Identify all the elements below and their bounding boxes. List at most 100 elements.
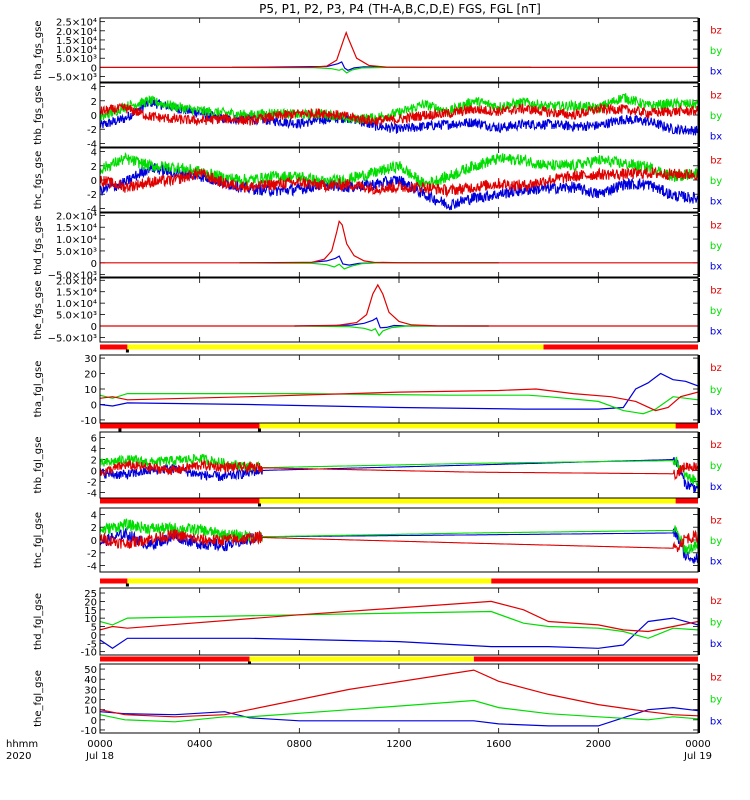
mode-bar-marker (257, 428, 261, 432)
ytick-label: 2.0×10⁴ (56, 27, 97, 38)
legend-bx: bx (710, 261, 722, 272)
series-by-tha_fgl_gse (100, 393, 698, 415)
legend-by: by (710, 241, 722, 252)
series-bx-thd_fgl_gse (100, 617, 698, 650)
ytick-label: −5.0×10³ (48, 73, 97, 84)
right-edge-strip (698, 355, 700, 423)
ytick-label: 0 (91, 631, 97, 642)
xtick-label: 1200 (386, 739, 411, 750)
ytick-label: -2 (87, 549, 97, 560)
ytick-label: 2.0×10⁴ (56, 276, 97, 287)
series-by-the_fgs_gse (294, 325, 489, 337)
xtick-label: 0000 (685, 739, 710, 750)
legend-bx: bx (710, 66, 722, 77)
year-label: 2020 (6, 751, 31, 762)
ytick-label: -4 (87, 204, 97, 215)
ytick-label: 4 (91, 148, 97, 159)
legend-bz: bz (710, 286, 722, 297)
ytick-label: 2 (91, 97, 97, 108)
ytick-label: 1.5×10⁴ (56, 223, 97, 234)
ytick-label: 4 (91, 83, 97, 94)
ytick-label: 2.0×10⁴ (56, 211, 97, 222)
mode-bar-red (100, 498, 260, 504)
legend-bx: bx (710, 407, 722, 418)
ytick-label: 1.5×10⁴ (56, 36, 97, 47)
ytick-label: 2 (91, 456, 97, 467)
ylabel-tha_fgs_gse: tha_fgs_gse (33, 20, 44, 79)
mode-bar-red (100, 578, 128, 584)
mode-bar-yellow (259, 423, 676, 429)
ytick-label: -2 (87, 190, 97, 201)
panel-thc_fgl_gse: thc_fgl_gse 4 2 0 -2 -4 bz by bx (33, 498, 722, 573)
ytick-label: 1.0×10⁴ (56, 299, 97, 310)
ytick-label: 30 (84, 685, 97, 696)
legend-by: by (710, 536, 722, 547)
ytick-label: 10 (84, 614, 97, 625)
mode-bar-marker (125, 349, 129, 353)
ytick-label: 0 (91, 259, 97, 270)
ytick-label: 25 (84, 589, 97, 600)
ytick-label: −5.0×10³ (48, 271, 97, 282)
ytick-label: -2 (87, 478, 97, 489)
ytick-label: 30 (84, 354, 97, 365)
right-edge-strip (698, 508, 700, 572)
ytick-label: 0 (91, 111, 97, 122)
ytick-label: 0 (91, 176, 97, 187)
mode-bar-yellow (249, 656, 474, 662)
right-edge-strip (698, 18, 700, 82)
panel-thd_fgs_gse: thd_fgs_gse 2.0×10⁴1.5×10⁴1.0×10⁴5.0×10³0… (33, 211, 722, 281)
ytick-label: -2 (87, 125, 97, 136)
legend-by: by (710, 695, 722, 706)
legend-by: by (710, 385, 722, 396)
legend-bx: bx (710, 556, 722, 567)
ytick-label: 20 (84, 597, 97, 608)
right-edge-strip (698, 664, 700, 733)
ytick-label: 1.0×10⁴ (56, 235, 97, 246)
legend-bx: bx (710, 131, 722, 142)
legend-bz: bz (710, 596, 722, 607)
panel-tha_fgl_gse: tha_fgl_gse 30 20 10 0 -10 bz by bx (33, 344, 722, 427)
ylabel-the_fgs_gse: the_fgs_gse (33, 280, 44, 339)
ytick-label: 0 (91, 536, 97, 547)
ytick-label: 6 (91, 434, 97, 445)
ytick-label: -5 (87, 639, 97, 650)
ytick-label: 0 (91, 400, 97, 411)
ytick-label: 0 (91, 322, 97, 333)
right-edge-strip (698, 432, 700, 498)
legend-bx: bx (710, 482, 722, 493)
ytick-label: 10 (84, 706, 97, 717)
ylabel-thd_fgl_gse: thd_fgl_gse (33, 593, 44, 650)
ytick-label: 0 (91, 467, 97, 478)
mode-bar-yellow (259, 498, 676, 504)
legend-by: by (710, 176, 722, 187)
legend-bz: bz (710, 363, 722, 374)
ytick-label: 5.0×10³ (56, 54, 97, 65)
series-by-thd_fgs_gse (239, 262, 499, 270)
ylabel-thb_fgl_gse: thb_fgl_gse (33, 437, 44, 494)
ylabel-thc_fgs_gse: thc_fgs_gse (33, 151, 44, 210)
ytick-label: 2 (91, 523, 97, 534)
series-bz-thc_fgl_gse (100, 528, 698, 553)
xtick-label: 0800 (287, 739, 312, 750)
right-edge-strip (698, 148, 700, 212)
series-bx-the_fgs_gse (294, 317, 489, 329)
legend-bz: bz (710, 91, 722, 102)
ylabel-thb_fgs_gse: thb_fgs_gse (33, 85, 44, 144)
ylabel-tha_fgl_gse: tha_fgl_gse (33, 361, 44, 418)
series-bz-thd_fgl_gse (100, 600, 698, 633)
ytick-label: 2.5×10⁴ (56, 18, 97, 29)
mode-bar-red (675, 498, 698, 504)
panel-thb_fgs_gse: thb_fgs_gse 4 2 0 -2 -4 bz by bx (33, 82, 722, 150)
series-bz-the_fgl_gse (100, 669, 698, 718)
ytick-label: -4 (87, 562, 97, 573)
mode-bar-red (543, 344, 698, 350)
ytick-label: 5 (91, 623, 97, 634)
panel-the_fgs_gse: the_fgs_gse 2.0×10⁴1.5×10⁴1.0×10⁴5.0×10³0… (33, 276, 722, 344)
xtick-label: 1600 (486, 739, 511, 750)
series-bz-tha_fgs_gse (100, 30, 698, 68)
